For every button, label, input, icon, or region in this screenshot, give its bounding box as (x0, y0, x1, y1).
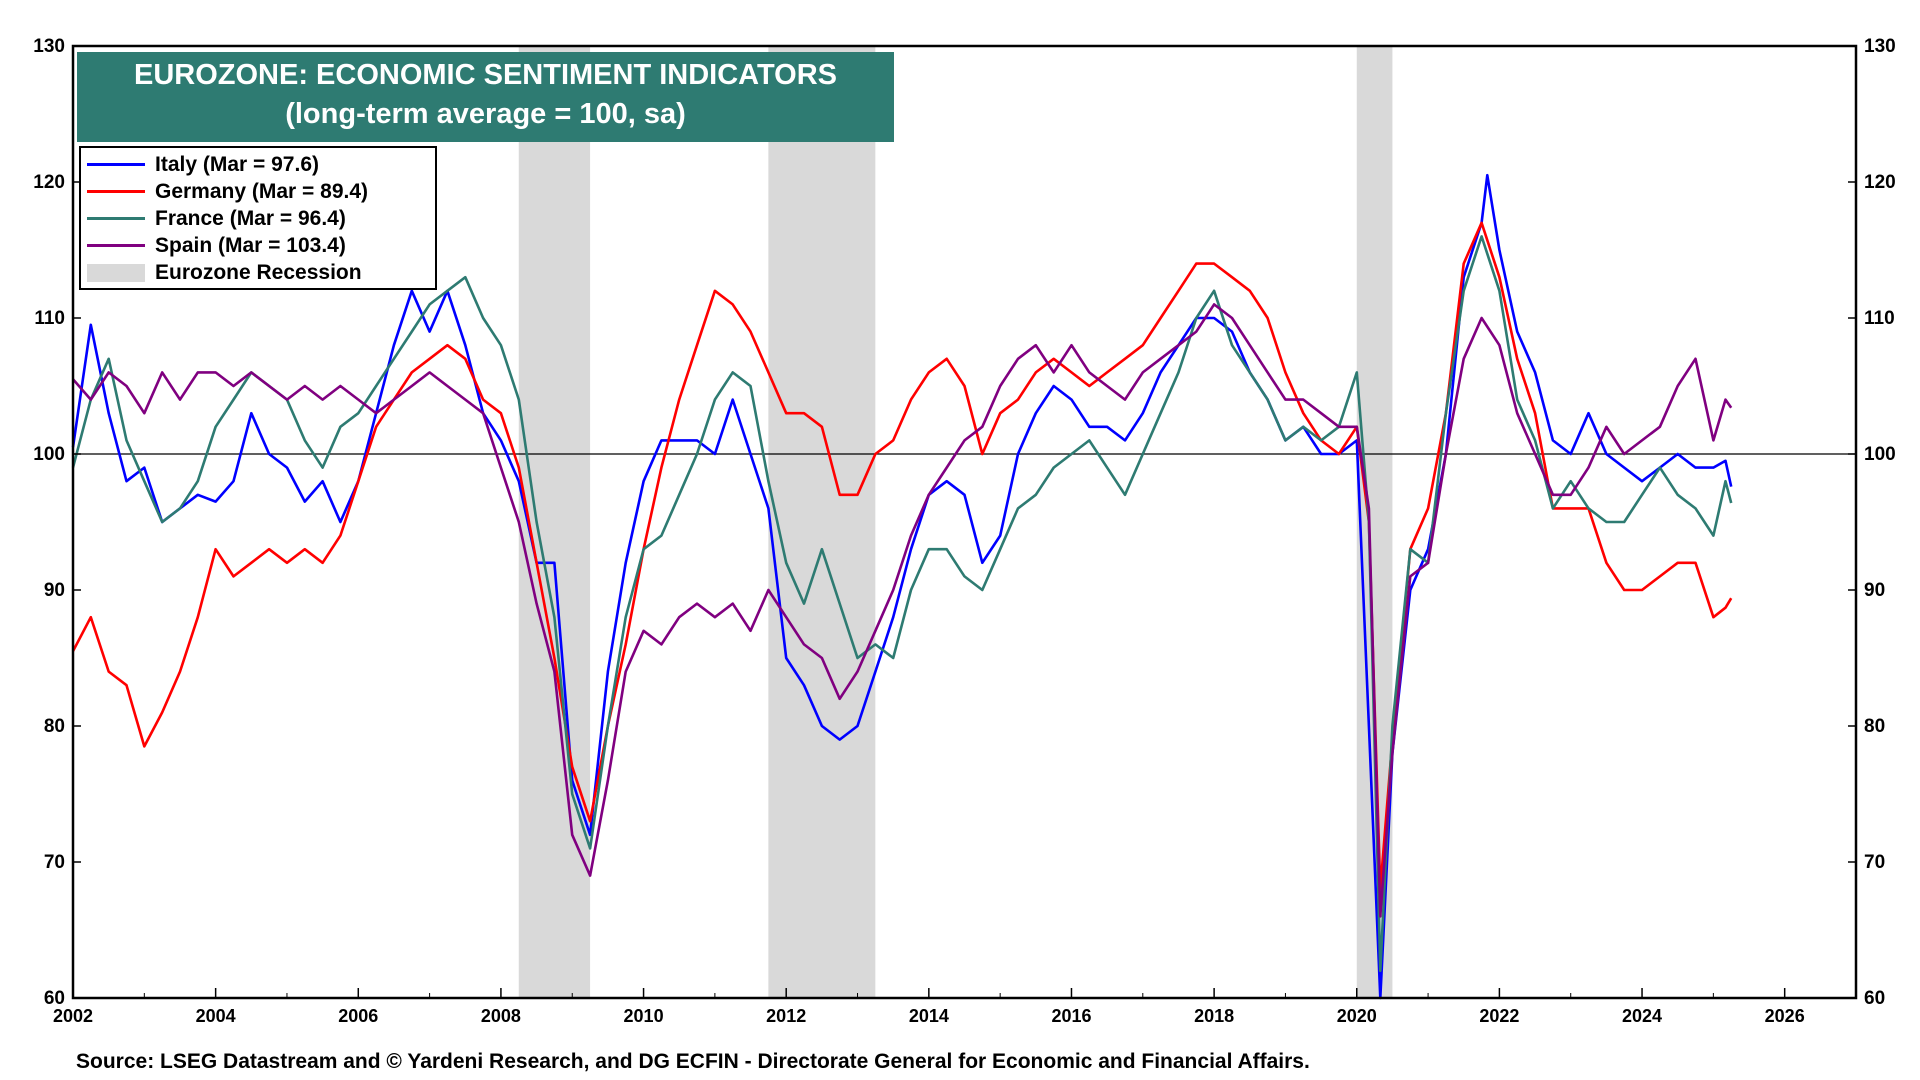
y-tick-label-right-80: 80 (1864, 716, 1885, 737)
x-tick-label-2022: 2022 (1479, 1006, 1519, 1026)
y-tick-label-right-60: 60 (1864, 988, 1885, 1009)
x-tick-label-2006: 2006 (338, 1006, 378, 1026)
y-tick-label-right-110: 110 (1864, 308, 1895, 329)
y-tick-label-left-90: 90 (44, 580, 65, 601)
x-tick-label-2024: 2024 (1622, 1006, 1662, 1026)
x-tick-label-2018: 2018 (1194, 1006, 1234, 1026)
y-tick-label-right-120: 120 (1864, 172, 1896, 193)
y-tick-label-left-120: 120 (33, 172, 65, 193)
y-tick-label-left-60: 60 (44, 988, 65, 1009)
legend-swatch-spain (87, 244, 145, 247)
legend-item-germany: Germany (Mar = 89.4) (87, 178, 435, 205)
x-tick-label-2014: 2014 (909, 1006, 949, 1026)
legend-label-italy: Italy (Mar = 97.6) (155, 152, 319, 176)
legend-swatch-italy (87, 163, 145, 166)
x-tick-label-2008: 2008 (481, 1006, 521, 1026)
y-tick-label-right-90: 90 (1864, 580, 1885, 601)
y-tick-label-right-130: 130 (1864, 36, 1896, 57)
recession-band-1 (768, 46, 876, 998)
legend-swatch-germany (87, 190, 145, 193)
y-tick-label-left-130: 130 (33, 36, 65, 57)
x-tick-label-2026: 2026 (1765, 1006, 1805, 1026)
legend-item-france: France (Mar = 96.4) (87, 205, 435, 232)
legend-item-recession: Eurozone Recession (87, 259, 435, 286)
x-tick-label-2004: 2004 (196, 1006, 236, 1026)
y-tick-label-right-100: 100 (1864, 444, 1896, 465)
plot-frame (71, 44, 1858, 1000)
x-tick-label-2010: 2010 (624, 1006, 664, 1026)
x-tick-label-2002: 2002 (53, 1006, 93, 1026)
series-line-spain (72, 303, 1733, 918)
legend-swatch-france (87, 217, 145, 220)
y-tick-label-left-70: 70 (44, 852, 65, 873)
x-tick-label-2020: 2020 (1337, 1006, 1377, 1026)
y-tick-label-left-110: 110 (34, 308, 65, 329)
legend-label-spain: Spain (Mar = 103.4) (155, 233, 346, 257)
chart-title-box: EUROZONE: ECONOMIC SENTIMENT INDICATORS … (77, 52, 894, 142)
chart-legend: Italy (Mar = 97.6) Germany (Mar = 89.4) … (79, 146, 437, 290)
y-tick-label-right-70: 70 (1864, 852, 1885, 873)
series-line-germany (71, 221, 1733, 891)
x-tick-label-2016: 2016 (1051, 1006, 1091, 1026)
recession-band-0 (518, 46, 591, 998)
legend-label-germany: Germany (Mar = 89.4) (155, 179, 369, 203)
legend-label-france: France (Mar = 96.4) (155, 206, 346, 230)
series-line-france (71, 235, 1733, 973)
y-tick-label-left-100: 100 (33, 444, 65, 465)
series-line-italy (71, 173, 1733, 1000)
legend-item-italy: Italy (Mar = 97.6) (87, 151, 435, 178)
x-tick-label-2012: 2012 (766, 1006, 806, 1026)
legend-label-recession: Eurozone Recession (155, 260, 362, 284)
legend-swatch-recession (87, 263, 145, 282)
y-tick-label-left-80: 80 (44, 716, 65, 737)
chart-subtitle: (long-term average = 100, sa) (285, 98, 686, 130)
legend-item-spain: Spain (Mar = 103.4) (87, 232, 435, 259)
source-note: Source: LSEG Datastream and © Yardeni Re… (76, 1050, 1310, 1073)
chart-title: EUROZONE: ECONOMIC SENTIMENT INDICATORS (134, 59, 837, 91)
